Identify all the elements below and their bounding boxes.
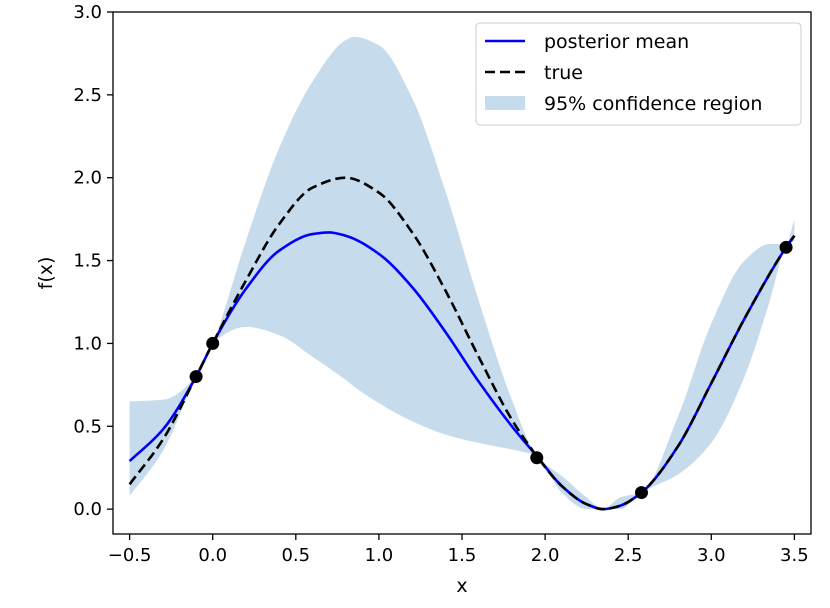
- x-tick-label: 3.5: [780, 545, 809, 566]
- observation-point: [530, 451, 544, 465]
- y-tick-label: 1.5: [73, 251, 102, 272]
- x-tick-label: −0.5: [108, 545, 152, 566]
- x-axis: −0.5 0.0 0.5 1.0 1.5 2.0 2.5 3.0 3.5: [108, 534, 809, 566]
- legend: posterior mean true 95% confidence region: [475, 22, 802, 126]
- y-tick-label: 0.0: [73, 499, 102, 520]
- y-tick-label: 2.0: [73, 168, 102, 189]
- x-tick-label: 2.5: [614, 545, 643, 566]
- plot-area: [128, 36, 796, 511]
- x-axis-label: x: [456, 575, 467, 597]
- y-tick-label: 3.0: [73, 2, 102, 23]
- true-function-line: [128, 176, 796, 511]
- x-tick-label: 0.5: [281, 545, 310, 566]
- legend-label: true: [544, 62, 583, 84]
- legend-box: [475, 22, 802, 126]
- observation-point: [634, 486, 648, 500]
- y-axis-label: f(x): [35, 257, 57, 290]
- x-tick-label: 1.5: [448, 545, 477, 566]
- observation-point: [206, 336, 220, 350]
- y-tick-label: 2.5: [73, 85, 102, 106]
- legend-swatch-confidence-region: [485, 96, 525, 110]
- x-tick-label: 2.0: [531, 545, 560, 566]
- y-tick-label: 1.0: [73, 333, 102, 354]
- legend-label: posterior mean: [544, 31, 689, 53]
- y-axis: 0.0 0.5 1.0 1.5 2.0 2.5 3.0: [73, 2, 113, 520]
- x-tick-label: 3.0: [697, 545, 726, 566]
- x-tick-label: 0.0: [198, 545, 227, 566]
- confidence-region: [129, 36, 795, 510]
- y-tick-label: 0.5: [73, 416, 102, 437]
- observation-point: [189, 370, 203, 384]
- observation-point: [779, 240, 793, 254]
- legend-label: 95% confidence region: [544, 93, 762, 115]
- x-tick-label: 1.0: [365, 545, 394, 566]
